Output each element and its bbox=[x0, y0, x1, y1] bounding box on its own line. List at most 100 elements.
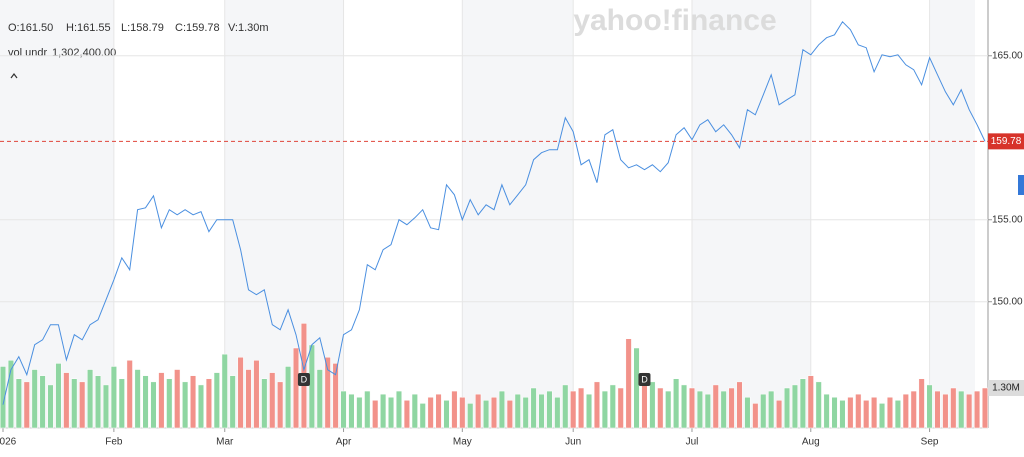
volume-bar bbox=[910, 390, 917, 429]
volume-bar bbox=[863, 400, 870, 429]
volume-bar bbox=[253, 360, 260, 429]
volume-bar bbox=[277, 381, 284, 429]
volume-bar bbox=[483, 400, 490, 429]
volume-bar bbox=[31, 369, 38, 429]
volume-bar bbox=[197, 384, 205, 429]
volume-bar bbox=[878, 403, 886, 429]
volume-bar bbox=[269, 372, 276, 429]
last-volume-label: 1.30M bbox=[992, 383, 1020, 394]
volume-bar bbox=[593, 381, 601, 429]
volume-bar bbox=[546, 390, 553, 429]
side-tab[interactable] bbox=[1018, 175, 1024, 195]
volume-bar bbox=[506, 400, 513, 429]
month-band bbox=[929, 0, 975, 428]
volume-bar bbox=[673, 378, 680, 429]
volume-bar bbox=[23, 381, 30, 429]
volume-bar bbox=[958, 390, 965, 429]
volume-bar bbox=[966, 393, 973, 429]
volume-bar bbox=[807, 375, 814, 429]
x-tick-label: Jun bbox=[565, 437, 581, 448]
volume-bar bbox=[681, 384, 688, 429]
volume-bar bbox=[578, 387, 585, 429]
volume-bar bbox=[942, 393, 949, 429]
volume-bar bbox=[744, 396, 751, 429]
volume-bar bbox=[87, 369, 94, 429]
study-name: vol undr bbox=[8, 47, 47, 59]
volume: V:1.30m bbox=[228, 22, 269, 34]
x-tick-label: Aug bbox=[802, 437, 820, 448]
volume-bar bbox=[110, 366, 117, 429]
x-tick-label: Mar bbox=[216, 437, 234, 448]
volume-bar bbox=[760, 393, 767, 429]
volume-bar bbox=[285, 366, 292, 429]
volume-bar bbox=[688, 387, 696, 429]
volume-bar bbox=[696, 390, 703, 429]
volume-bar bbox=[752, 403, 759, 429]
volume-bar bbox=[166, 378, 173, 429]
volume-bar bbox=[221, 353, 228, 429]
volume-bar bbox=[554, 396, 561, 429]
volume-bar bbox=[158, 372, 165, 429]
volume-bar bbox=[118, 378, 125, 429]
volume-bar bbox=[364, 390, 371, 429]
volume-bar bbox=[950, 387, 957, 429]
volume-bar bbox=[475, 393, 482, 429]
volume-bar bbox=[522, 396, 529, 429]
volume-bar bbox=[847, 396, 854, 429]
price-line bbox=[2, 20, 986, 405]
y-tick-label: 165.00 bbox=[992, 50, 1023, 61]
volume-bar bbox=[570, 390, 577, 429]
month-band bbox=[691, 0, 811, 428]
volume-bar bbox=[641, 372, 648, 429]
volume-bar bbox=[380, 393, 387, 429]
last-price-label: 159.78 bbox=[991, 136, 1022, 147]
collapse-button[interactable] bbox=[10, 73, 18, 79]
volume-bar bbox=[71, 378, 78, 429]
dividend-marker-label: D bbox=[641, 374, 648, 384]
volume-bar bbox=[79, 381, 86, 429]
volume-bar bbox=[356, 396, 363, 429]
volume-bar bbox=[823, 393, 830, 429]
volume-bar bbox=[15, 378, 22, 429]
volume-bar bbox=[926, 384, 933, 429]
volume-bar bbox=[918, 378, 925, 429]
dividend-marker-box bbox=[297, 373, 310, 386]
volume-bar bbox=[190, 375, 197, 429]
volume-bar bbox=[712, 384, 719, 429]
month-band bbox=[462, 0, 574, 428]
volume-bar bbox=[498, 390, 505, 429]
volume-bar bbox=[387, 396, 395, 429]
high: H:161.55 bbox=[66, 22, 111, 34]
volume-bar bbox=[783, 387, 791, 429]
volume-bar bbox=[0, 366, 7, 429]
volume-bar bbox=[55, 363, 62, 429]
volume-bar bbox=[776, 400, 783, 429]
volume-bar bbox=[617, 387, 624, 429]
volume-bar bbox=[205, 378, 212, 429]
y-tick-label: 150.00 bbox=[992, 296, 1023, 307]
volume-bar bbox=[562, 384, 569, 429]
volume-bar bbox=[419, 403, 426, 429]
volume-bar bbox=[609, 384, 616, 429]
volume-bar bbox=[443, 400, 450, 429]
volume-bar bbox=[585, 393, 593, 429]
dividend-marker-label: D bbox=[301, 374, 308, 384]
y-tick-label: 155.00 bbox=[992, 214, 1023, 225]
volume-bar bbox=[47, 384, 54, 429]
volume-bar bbox=[332, 363, 339, 429]
watermark: yahoo!finance bbox=[573, 4, 776, 37]
last-volume-tag bbox=[988, 380, 1024, 396]
volume-bar bbox=[831, 396, 838, 429]
volume-bar bbox=[324, 356, 331, 429]
volume-bar bbox=[459, 396, 466, 429]
volume-bar bbox=[229, 375, 236, 429]
volume-bar bbox=[467, 403, 474, 429]
volume-bar bbox=[530, 387, 537, 429]
volume-bar bbox=[601, 390, 608, 429]
close: C:159.78 bbox=[175, 22, 220, 34]
volume-bar bbox=[348, 393, 355, 429]
volume-bar bbox=[934, 390, 941, 429]
volume-bar bbox=[633, 347, 640, 429]
volume-bar bbox=[308, 344, 315, 429]
